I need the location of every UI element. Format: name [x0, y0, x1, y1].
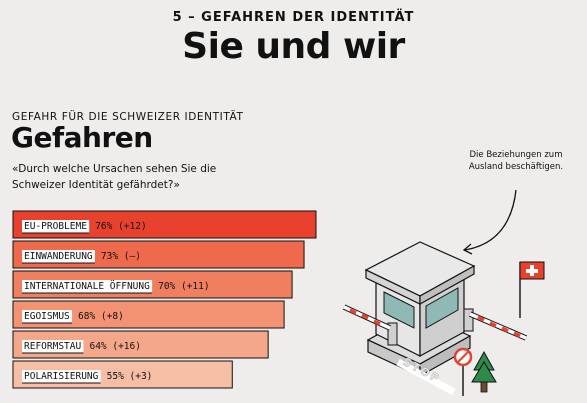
bar-row: EINWANDERUNG 73% (–): [12, 240, 305, 269]
bar-category-label: EU-PROBLEME: [24, 221, 87, 232]
bar-value-label: 76% (+12): [95, 221, 146, 232]
bar-category-label: INTERNATIONALE ÖFFNUNG: [24, 281, 150, 292]
bar-category-label: EGOISMUS: [24, 311, 70, 322]
right-barrier-icon: [463, 308, 528, 341]
bar-label-background: [22, 370, 101, 383]
bar-category-label: EINWANDERUNG: [24, 251, 93, 262]
bar-value-label: 68% (+8): [78, 311, 124, 322]
bar-row: POLARISIERUNG 55% (+3): [12, 360, 233, 389]
bar-category-label: POLARISIERUNG: [24, 371, 99, 382]
bar-label-background: [22, 220, 90, 233]
chart-kicker: GEFAHR FÜR DIE SCHWEIZER IDENTITÄT: [12, 111, 244, 123]
left-barrier-icon: [342, 304, 398, 346]
bar-value-label: 64% (+16): [89, 341, 140, 352]
bar-value-label: 55% (+3): [107, 371, 153, 382]
tree-icon: [471, 350, 497, 393]
no-entry-sign-icon: [453, 347, 473, 396]
bar-label-background: [22, 340, 84, 353]
bar-category-label: REFORMSTAU: [24, 341, 81, 352]
chart-question: «Durch welche Ursachen sehen Sie die Sch…: [12, 163, 217, 191]
border-checkpoint-illustration: STOP: [342, 189, 545, 396]
bar-label-background: [22, 310, 73, 323]
section-title: Sie und wir: [182, 26, 405, 67]
annotation-text: Die Beziehungen zum Ausland beschäftigen…: [468, 150, 564, 172]
bar-row: REFORMSTAU 64% (+16): [12, 330, 269, 359]
annotation-arrow-icon: [464, 189, 517, 251]
bar-value-label: 73% (–): [101, 251, 141, 262]
bar-row: EU-PROBLEME 76% (+12): [12, 210, 317, 239]
bar-row: INTERNATIONALE ÖFFNUNG 70% (+11): [12, 270, 293, 299]
booth-icon: [364, 241, 476, 358]
chart-title: Gefahren: [11, 121, 153, 154]
bar-row: EGOISMUS 68% (+8): [12, 300, 285, 329]
arrow-head-icon: [462, 243, 473, 255]
bar-label-background: [22, 250, 95, 263]
bar-label-background: [22, 280, 153, 293]
swiss-flag-icon: [519, 261, 545, 318]
bar-value-label: 70% (+11): [158, 281, 209, 292]
section-kicker: 5 – GEFAHREN DER IDENTITÄT: [172, 10, 415, 25]
